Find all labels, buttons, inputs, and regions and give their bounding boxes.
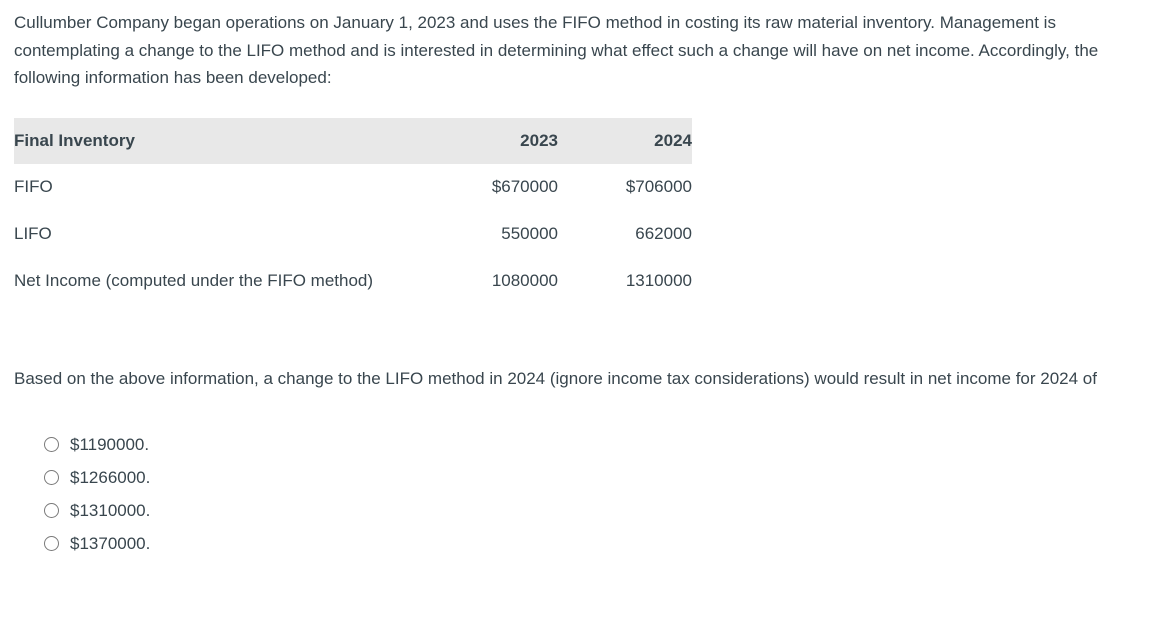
answer-option-label[interactable]: $1266000. — [70, 468, 151, 487]
answer-option-label[interactable]: $1310000. — [70, 501, 151, 520]
answer-option-1[interactable]: $1190000. — [44, 428, 1161, 461]
answer-option-2[interactable]: $1266000. — [44, 461, 1161, 494]
row-label: FIFO — [14, 177, 53, 196]
table-title-cell: Final Inventory — [14, 130, 135, 150]
row-label: Net Income (computed under the FIFO meth… — [14, 271, 374, 290]
column-header-2024: 2024 — [654, 130, 692, 150]
table-row-lifo: LIFO 550000 662000 — [14, 211, 692, 258]
radio-button-icon[interactable] — [44, 437, 59, 452]
table-row-net-income: Net Income (computed under the FIFO meth… — [14, 258, 692, 305]
inventory-table-header: Final Inventory 2023 2024 — [14, 117, 692, 164]
answer-options-group: $1190000. $1266000. $1310000. $1370000. — [44, 428, 1161, 560]
question-prompt-text: Based on the above information, a change… — [14, 368, 1097, 388]
radio-button-icon[interactable] — [44, 503, 59, 518]
answer-option-3[interactable]: $1310000. — [44, 494, 1161, 527]
table-row-fifo: FIFO $670000 $706000 — [14, 164, 692, 211]
answer-option-4[interactable]: $1370000. — [44, 527, 1161, 560]
fifo-2024-value: $706000 — [625, 177, 692, 196]
table-header-row: Final Inventory 2023 2024 — [14, 117, 692, 164]
answer-option-label[interactable]: $1190000. — [70, 435, 150, 454]
net-income-2023-value: 1080000 — [491, 271, 558, 290]
radio-button-icon[interactable] — [44, 536, 59, 551]
question-intro-text: Cullumber Company began operations on Ja… — [14, 13, 1099, 87]
lifo-2024-value: 662000 — [635, 224, 692, 243]
radio-button-icon[interactable] — [44, 470, 59, 485]
answer-option-label[interactable]: $1370000. — [70, 534, 151, 553]
fifo-2023-value: $670000 — [491, 177, 558, 196]
column-header-2023: 2023 — [520, 130, 558, 150]
lifo-2023-value: 550000 — [501, 224, 558, 243]
net-income-2024-value: 1310000 — [625, 271, 692, 290]
inventory-table-body: FIFO $670000 $706000 LIFO 550000 662000 … — [14, 164, 692, 305]
row-label: LIFO — [14, 224, 52, 243]
inventory-table: Final Inventory 2023 2024 FIFO $670000 $… — [14, 117, 692, 305]
